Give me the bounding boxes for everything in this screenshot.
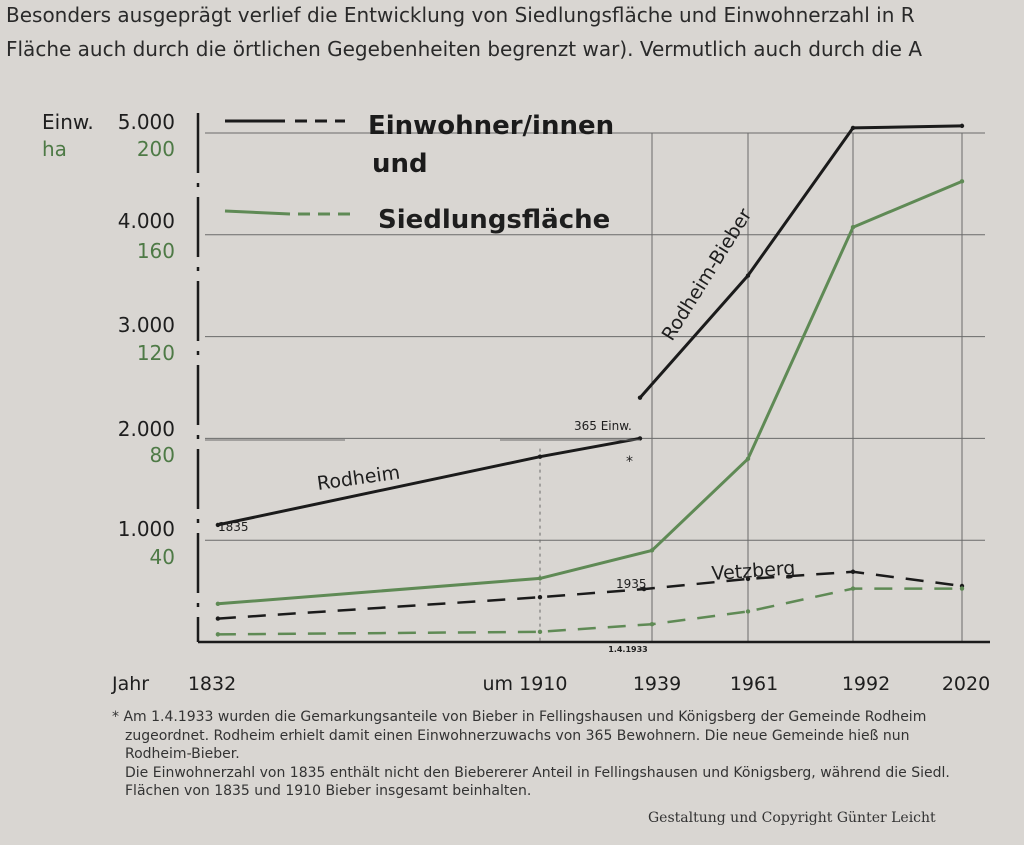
data-point <box>215 616 221 621</box>
data-point <box>537 454 543 459</box>
data-point <box>637 436 643 441</box>
legend-swatch-solid-ha <box>224 209 291 216</box>
copyright-note: Gestaltung und Copyright Günter Leicht <box>648 810 936 826</box>
intro-line-2: Fläche auch durch die örtlichen Gegebenh… <box>6 37 923 61</box>
data-point <box>745 273 751 278</box>
annotation-1835: 1835 <box>218 520 249 534</box>
series-line-ha-dashed <box>217 587 962 636</box>
footnote-line-5: Flächen von 1835 und 1910 Bieber insgesa… <box>125 783 532 799</box>
data-point <box>649 621 655 627</box>
y-tick-label-ha: 40 <box>150 545 175 569</box>
x-tick-label: 1939 <box>633 673 681 695</box>
data-point <box>537 576 543 581</box>
data-point <box>745 456 751 461</box>
data-point <box>641 586 647 592</box>
footnotes: * Am 1.4.1933 wurden die Gemarkungsantei… <box>112 708 1012 801</box>
footnote-line-2: zugeordnet. Rodheim erhielt damit einen … <box>125 727 910 744</box>
data-point <box>215 522 221 528</box>
y-axis-title-ha: ha <box>42 137 67 161</box>
legend-label-einwohner: Einwohner/innen <box>368 111 614 141</box>
legend-label-siedlungsflaeche: Siedlungsfläche <box>378 205 610 235</box>
data-point <box>637 395 643 400</box>
data-point <box>537 629 543 635</box>
y-tick-label-einw: 5.000 <box>118 110 175 134</box>
data-point <box>959 586 965 591</box>
data-point <box>537 595 543 600</box>
data-point <box>745 609 751 614</box>
intro-line-1: Besonders ausgeprägt verlief die Entwick… <box>6 3 915 27</box>
annotation-1935: 1935 <box>616 577 647 591</box>
data-point <box>215 632 221 637</box>
footnote-line-1: * Am 1.4.1933 wurden die Gemarkungsantei… <box>112 709 927 725</box>
x-tick-label: 1961 <box>730 673 778 695</box>
y-tick-label-ha: 200 <box>137 137 175 161</box>
y-tick-label-ha: 120 <box>137 341 175 365</box>
data-point <box>850 569 856 574</box>
data-point <box>959 179 965 184</box>
y-tick-label-einw: 2.000 <box>118 417 175 441</box>
data-point <box>850 125 856 131</box>
y-tick-label-einw: 3.000 <box>118 313 175 337</box>
legend-label-und: und <box>372 149 428 179</box>
data-point <box>215 601 221 607</box>
series-line-rodheim-bieber <box>638 124 963 399</box>
annotation-asterisk: * <box>626 454 633 470</box>
y-tick-label-einw: 1.000 <box>118 517 175 541</box>
data-point <box>745 576 751 582</box>
x-tick-label: um 1910 <box>483 673 568 695</box>
footnote-line-3: Rodheim-Bieber. <box>125 746 240 762</box>
data-point <box>649 548 655 553</box>
population-area-chart: Einw. ha 5.000 4.000 3.000 2.000 1.000 200 160 12… <box>0 100 1024 700</box>
data-point <box>850 224 856 230</box>
annotation-365-einw: 365 Einw. <box>574 419 632 433</box>
series-line-ha-solid <box>217 180 963 606</box>
footnote-line-4: Die Einwohnerzahl von 1835 enthält nicht… <box>125 764 950 781</box>
y-tick-label-ha: 160 <box>137 239 175 263</box>
y-tick-label-einw: 4.000 <box>118 209 175 233</box>
x-tick-label-1933: 1.4.1933 <box>608 645 647 654</box>
y-tick-label-ha: 80 <box>150 443 175 467</box>
x-axis-title: Jahr <box>111 673 149 695</box>
data-point <box>959 123 965 129</box>
y-axis-title-einw: Einw. <box>42 110 94 134</box>
x-tick-label: 2020 <box>942 673 990 695</box>
x-tick-label: 1992 <box>842 673 890 695</box>
data-point <box>850 586 856 591</box>
x-tick-label: 1832 <box>188 673 236 695</box>
intro-text: Besonders ausgeprägt verlief die Entwick… <box>6 0 1024 66</box>
